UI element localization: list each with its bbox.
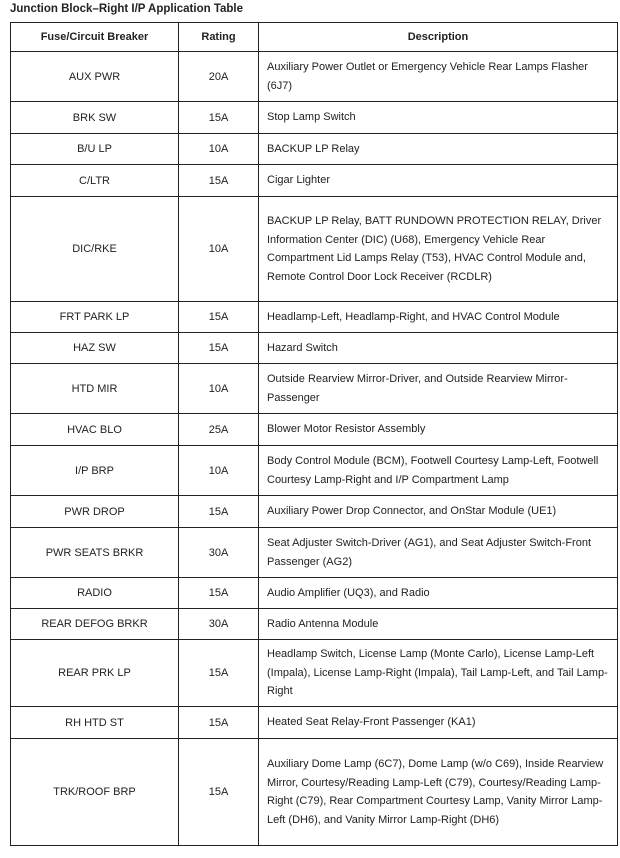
fuse-cell: TRK/ROOF BRP <box>10 738 179 846</box>
table-row: PWR DROP 15A Auxiliary Power Drop Connecto… <box>10 495 618 528</box>
rating-cell: 30A <box>178 608 259 640</box>
fuse-cell: PWR SEATS BRKR <box>10 527 179 578</box>
table-row: PWR SEATS BRKR 30A Seat Adjuster Switch-Dr… <box>10 527 618 578</box>
fuse-cell: FRT PARK LP <box>10 301 179 333</box>
table-title: Junction Block–Right I/P Application Tab… <box>10 3 244 15</box>
header-fuse: Fuse/Circuit Breaker <box>10 22 179 52</box>
rating-cell: 15A <box>178 332 259 364</box>
rating-cell: 10A <box>178 133 259 165</box>
rating-cell: 20A <box>178 51 259 102</box>
table-row: DIC/RKE 10A BACKUP LP Relay, BATT RUNDOWN … <box>10 196 618 302</box>
rating-cell: 10A <box>178 445 259 496</box>
table-row: RH HTD ST 15A Heated Seat Relay-Front Pass… <box>10 706 618 739</box>
header-rating: Rating <box>178 22 259 52</box>
table-row: REAR PRK LP 15A Headlamp Switch, License L… <box>10 639 618 707</box>
description-cell: BACKUP LP Relay, BATT RUNDOWN PROTECTION… <box>258 196 618 302</box>
header-description: Description <box>258 22 618 52</box>
description-cell: Audio Amplifier (UQ3), and Radio <box>258 577 618 609</box>
description-cell: Blower Motor Resistor Assembly <box>258 413 618 446</box>
table-row: TRK/ROOF BRP 15A Auxiliary Dome Lamp (6C7)… <box>10 738 618 846</box>
description-cell: Heated Seat Relay-Front Passenger (KA1) <box>258 706 618 739</box>
fuse-cell: HTD MIR <box>10 363 179 414</box>
fuse-cell: HAZ SW <box>10 332 179 364</box>
rating-cell: 15A <box>178 495 259 528</box>
table-row: HVAC BLO 25A Blower Motor Resistor Assembl… <box>10 413 618 446</box>
description-cell: Seat Adjuster Switch-Driver (AG1), and S… <box>258 527 618 578</box>
fuse-cell: C/LTR <box>10 164 179 197</box>
table-row: REAR DEFOG BRKR 30A Radio Antenna Module <box>10 608 618 640</box>
description-cell: Cigar Lighter <box>258 164 618 197</box>
rating-cell: 10A <box>178 363 259 414</box>
fuse-cell: BRK SW <box>10 101 179 134</box>
rating-cell: 15A <box>178 639 259 707</box>
description-cell: Outside Rearview Mirror-Driver, and Outs… <box>258 363 618 414</box>
description-cell: Radio Antenna Module <box>258 608 618 640</box>
description-cell: Body Control Module (BCM), Footwell Cour… <box>258 445 618 496</box>
description-cell: Auxiliary Power Drop Connector, and OnSt… <box>258 495 618 528</box>
rating-cell: 30A <box>178 527 259 578</box>
table-row: HTD MIR 10A Outside Rearview Mirror-Driver… <box>10 363 618 414</box>
fuse-cell: HVAC BLO <box>10 413 179 446</box>
rating-cell: 15A <box>178 706 259 739</box>
description-cell: Auxiliary Dome Lamp (6C7), Dome Lamp (w/… <box>258 738 618 846</box>
fuse-cell: AUX PWR <box>10 51 179 102</box>
table-row: AUX PWR 20A Auxiliary Power Outlet or Emer… <box>10 51 618 102</box>
fuse-application-table: Fuse/Circuit Breaker Rating Description … <box>10 22 618 846</box>
fuse-cell: I/P BRP <box>10 445 179 496</box>
table-row: RADIO 15A Audio Amplifier (UQ3), and Radio <box>10 577 618 609</box>
rating-cell: 15A <box>178 577 259 609</box>
rating-cell: 15A <box>178 164 259 197</box>
rating-cell: 25A <box>178 413 259 446</box>
fuse-cell: RH HTD ST <box>10 706 179 739</box>
fuse-cell: REAR PRK LP <box>10 639 179 707</box>
description-cell: Headlamp-Left, Headlamp-Right, and HVAC … <box>258 301 618 333</box>
description-cell: BACKUP LP Relay <box>258 133 618 165</box>
description-cell: Headlamp Switch, License Lamp (Monte Car… <box>258 639 618 707</box>
description-cell: Hazard Switch <box>258 332 618 364</box>
table-row: I/P BRP 10A Body Control Module (BCM), Foo… <box>10 445 618 496</box>
description-cell: Auxiliary Power Outlet or Emergency Vehi… <box>258 51 618 102</box>
table-header-row: Fuse/Circuit Breaker Rating Description <box>10 22 618 52</box>
fuse-cell: REAR DEFOG BRKR <box>10 608 179 640</box>
table-row: FRT PARK LP 15A Headlamp-Left, Headlamp-Ri… <box>10 301 618 333</box>
rating-cell: 15A <box>178 101 259 134</box>
rating-cell: 15A <box>178 301 259 333</box>
fuse-cell: PWR DROP <box>10 495 179 528</box>
table-row: BRK SW 15A Stop Lamp Switch <box>10 101 618 134</box>
table-row: HAZ SW 15A Hazard Switch <box>10 332 618 364</box>
description-cell: Stop Lamp Switch <box>258 101 618 134</box>
fuse-cell: DIC/RKE <box>10 196 179 302</box>
table-row: B/U LP 10A BACKUP LP Relay <box>10 133 618 165</box>
fuse-cell: B/U LP <box>10 133 179 165</box>
rating-cell: 10A <box>178 196 259 302</box>
table-row: C/LTR 15A Cigar Lighter <box>10 164 618 197</box>
rating-cell: 15A <box>178 738 259 846</box>
fuse-cell: RADIO <box>10 577 179 609</box>
